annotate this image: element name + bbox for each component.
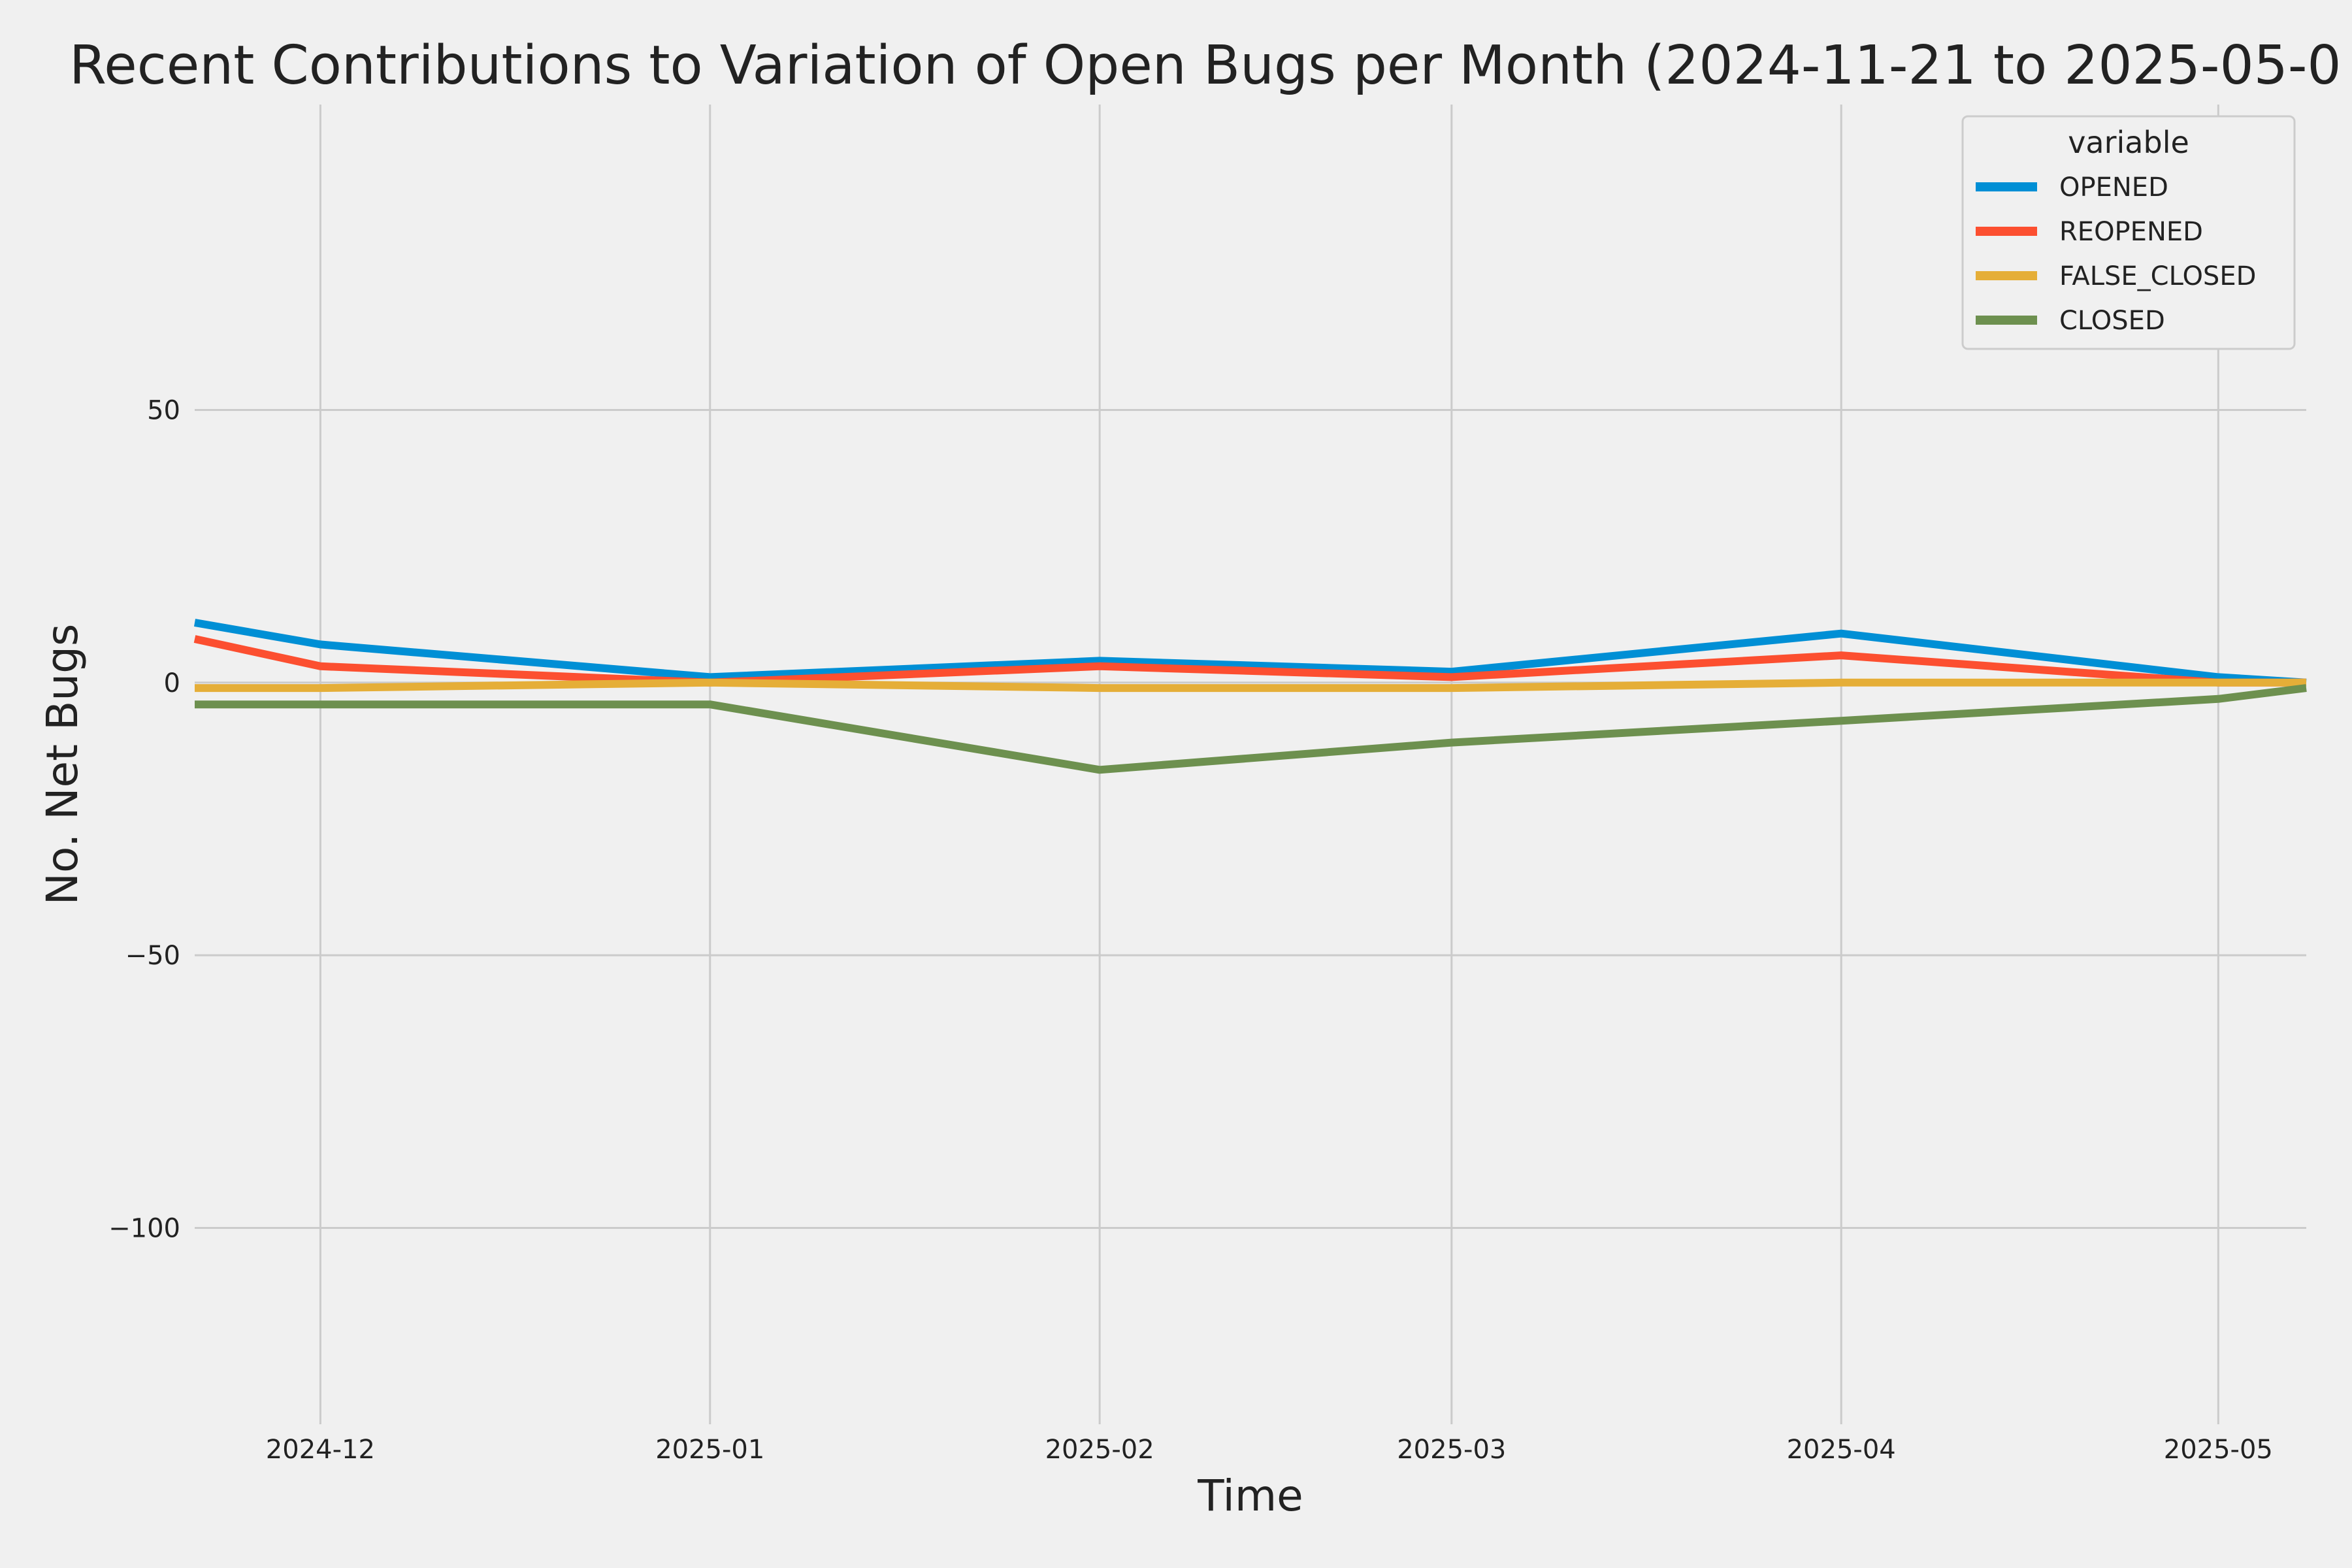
x-tick-label: 2025-03: [1397, 1435, 1506, 1465]
y-tick-label: −50: [125, 941, 180, 971]
series-line-closed: [195, 684, 2307, 774]
series-lines: [193, 619, 2307, 774]
series-line-reopened: [193, 635, 2306, 687]
legend-title: variable: [2068, 125, 2189, 160]
x-tick-label: 2025-04: [1787, 1435, 1896, 1465]
series-line-false-closed: [195, 678, 2306, 693]
x-tick-labels: 2024-12 2025-01 2025-02 2025-03 2025-04 2025-…: [266, 1435, 2273, 1465]
x-tick-label: 2025-05: [2164, 1435, 2273, 1465]
legend-label: CLOSED: [2059, 306, 2165, 336]
x-axis-label: Time: [1197, 1471, 1303, 1521]
legend-box: [1961, 115, 2296, 350]
y-tick-label: −100: [108, 1214, 180, 1244]
y-tick-labels: 50 0 −50 −100: [108, 395, 180, 1243]
x-tick-label: 2024-12: [266, 1435, 375, 1465]
legend-label: OPENED: [2059, 172, 2168, 203]
legend: variable OPENED REOPENED FALSE_CLOSED CLOSE…: [1961, 115, 2296, 350]
y-tick-label: 0: [164, 668, 180, 698]
y-tick-label: 50: [147, 395, 180, 425]
series-line-opened: [193, 619, 2307, 687]
legend-label: REOPENED: [2059, 217, 2203, 247]
x-tick-label: 2025-02: [1045, 1435, 1154, 1465]
y-axis-label: No. Net Bugs: [37, 624, 88, 906]
x-tick-label: 2025-01: [655, 1435, 764, 1465]
chart-title: Recent Contributions to Variation of Ope…: [69, 35, 2342, 97]
legend-items: OPENED REOPENED FALSE_CLOSED CLOSED: [1976, 172, 2256, 336]
legend-label: FALSE_CLOSED: [2059, 261, 2256, 291]
